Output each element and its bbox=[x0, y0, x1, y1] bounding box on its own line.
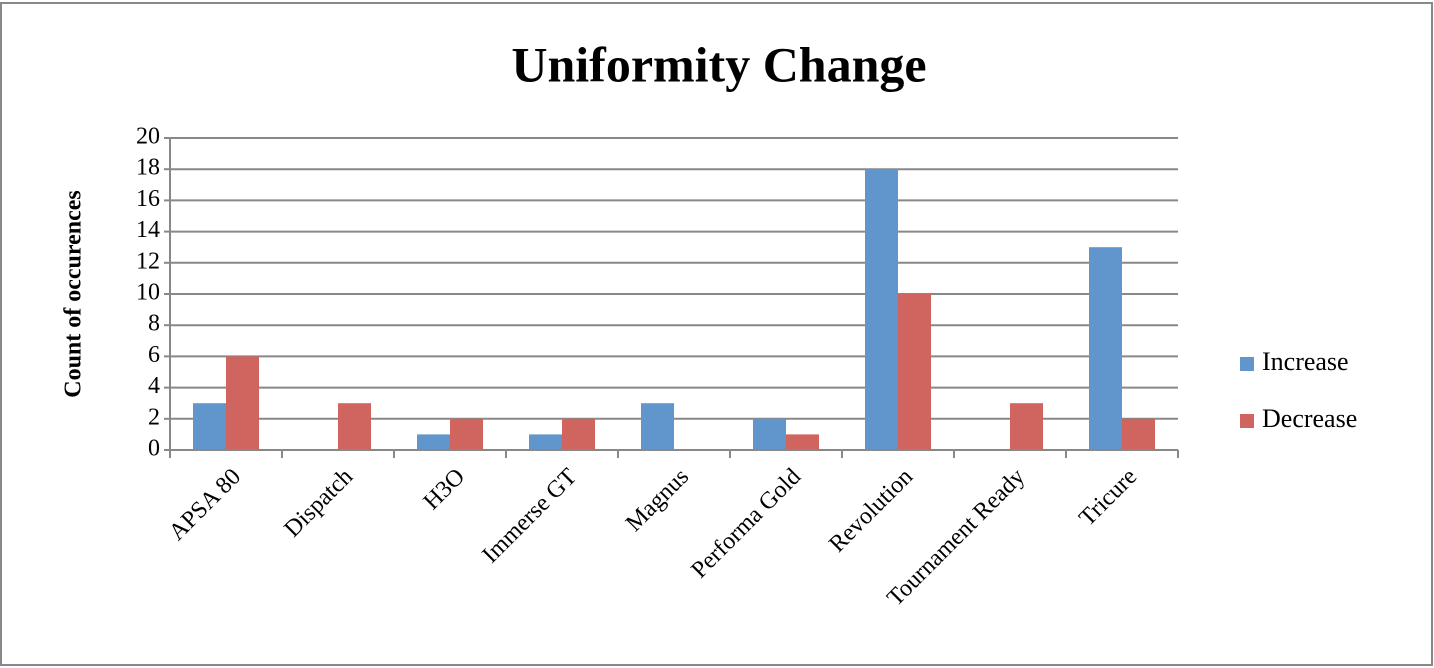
bar bbox=[641, 403, 674, 450]
bar bbox=[450, 418, 483, 450]
y-axis-label: Count of occurences bbox=[61, 190, 87, 398]
bar bbox=[562, 418, 595, 450]
bar bbox=[1089, 247, 1122, 450]
y-tick-label: 0 bbox=[148, 436, 160, 462]
y-tick-label: 14 bbox=[136, 217, 160, 243]
bar bbox=[753, 418, 786, 450]
bar bbox=[529, 434, 562, 450]
y-tick-label: 10 bbox=[136, 280, 160, 306]
bar bbox=[1122, 418, 1155, 450]
y-tick-label: 2 bbox=[148, 404, 160, 430]
bar bbox=[226, 356, 259, 450]
bar bbox=[865, 169, 898, 450]
y-tick-label: 18 bbox=[136, 155, 160, 181]
bar bbox=[338, 403, 371, 450]
legend-label: Decrease bbox=[1262, 404, 1357, 433]
bar bbox=[786, 434, 819, 450]
y-tick-label: 16 bbox=[136, 186, 160, 212]
chart-title: Uniformity Change bbox=[511, 36, 926, 92]
legend-swatch bbox=[1240, 357, 1254, 371]
y-tick-label: 4 bbox=[148, 373, 160, 399]
legend-swatch bbox=[1240, 414, 1254, 428]
y-tick-label: 8 bbox=[148, 311, 160, 337]
bar bbox=[1010, 403, 1043, 450]
bar bbox=[898, 294, 931, 450]
bar bbox=[193, 403, 226, 450]
y-tick-label: 20 bbox=[136, 124, 160, 150]
legend-label: Increase bbox=[1262, 347, 1349, 376]
y-tick-label: 6 bbox=[148, 342, 160, 368]
bar bbox=[417, 434, 450, 450]
y-tick-label: 12 bbox=[136, 248, 160, 274]
